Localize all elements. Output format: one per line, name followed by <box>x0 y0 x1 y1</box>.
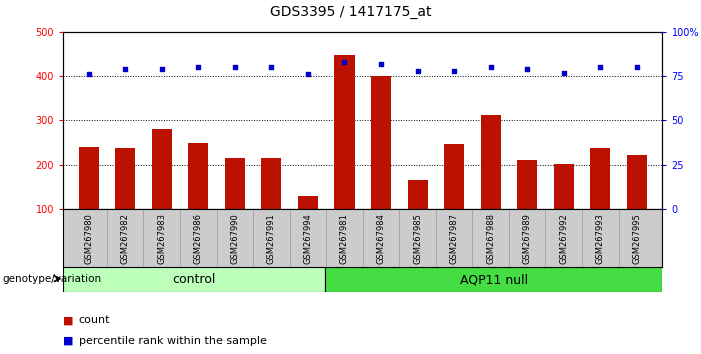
Bar <box>189 143 208 209</box>
Point <box>156 66 168 72</box>
Point <box>449 68 460 74</box>
Point <box>229 64 240 70</box>
Point <box>485 64 496 70</box>
Point <box>632 64 643 70</box>
Text: GSM267982: GSM267982 <box>121 213 130 264</box>
Text: AQP11 null: AQP11 null <box>460 273 528 286</box>
Text: GDS3395 / 1417175_at: GDS3395 / 1417175_at <box>270 5 431 19</box>
Text: GSM267995: GSM267995 <box>632 213 641 264</box>
Text: GSM267984: GSM267984 <box>376 213 386 264</box>
Bar <box>261 158 282 209</box>
Text: ■: ■ <box>63 315 74 325</box>
Point <box>339 59 350 65</box>
Text: GSM267993: GSM267993 <box>596 213 605 264</box>
Text: GSM267991: GSM267991 <box>267 213 276 264</box>
Text: GSM267992: GSM267992 <box>559 213 569 264</box>
Text: GSM267987: GSM267987 <box>449 213 458 264</box>
Point <box>558 70 569 75</box>
Text: count: count <box>79 315 110 325</box>
Bar <box>590 148 611 209</box>
Bar <box>79 147 99 209</box>
Text: GSM267994: GSM267994 <box>304 213 313 264</box>
Point <box>302 72 313 77</box>
Text: control: control <box>172 273 216 286</box>
Point <box>193 64 204 70</box>
Text: GSM267988: GSM267988 <box>486 213 495 264</box>
Bar <box>225 158 245 209</box>
Bar <box>517 160 537 209</box>
Bar <box>371 76 391 209</box>
Point <box>412 68 423 74</box>
Text: GSM267989: GSM267989 <box>523 213 532 264</box>
FancyBboxPatch shape <box>325 267 662 292</box>
Bar <box>627 155 647 209</box>
Point <box>594 64 606 70</box>
Bar <box>151 129 172 209</box>
Bar <box>115 148 135 209</box>
Point <box>266 64 277 70</box>
FancyBboxPatch shape <box>63 267 325 292</box>
Point <box>83 72 94 77</box>
Bar <box>334 55 355 209</box>
Bar <box>444 144 464 209</box>
Point <box>522 66 533 72</box>
Text: GSM267985: GSM267985 <box>413 213 422 264</box>
Bar <box>298 195 318 209</box>
Text: percentile rank within the sample: percentile rank within the sample <box>79 336 266 346</box>
Text: GSM267983: GSM267983 <box>157 213 166 264</box>
Text: GSM267981: GSM267981 <box>340 213 349 264</box>
Bar <box>554 164 574 209</box>
Text: ■: ■ <box>63 336 74 346</box>
Bar <box>481 115 501 209</box>
Text: GSM267980: GSM267980 <box>84 213 93 264</box>
Text: GSM267986: GSM267986 <box>193 213 203 264</box>
Point <box>376 61 387 67</box>
Bar <box>407 180 428 209</box>
Text: genotype/variation: genotype/variation <box>2 274 101 284</box>
Text: GSM267990: GSM267990 <box>231 213 239 264</box>
Point <box>120 66 131 72</box>
